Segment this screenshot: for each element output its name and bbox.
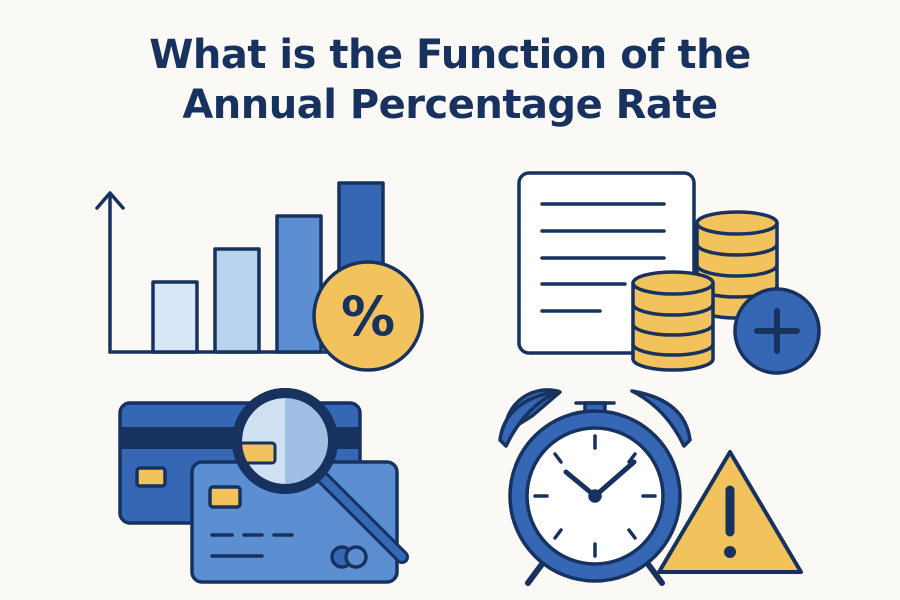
bar-chart-percent-icon: % (95, 181, 424, 372)
chart-bar-2 (213, 247, 261, 354)
document-coins-plus-icon (517, 171, 821, 375)
alarm-clock-warning-icon (498, 388, 803, 586)
magnifier-icon (232, 388, 409, 564)
plus-circle-icon (733, 287, 821, 375)
coin-stack-front-icon (631, 270, 715, 372)
chart-bar-3 (275, 214, 323, 354)
page-title: What is the Function of the Annual Perce… (0, 30, 900, 130)
warning-triangle-icon (657, 450, 803, 574)
alarm-clock-icon (498, 388, 692, 586)
credit-cards-magnifier-icon (118, 388, 409, 584)
title-line-1: What is the Function of the (149, 32, 751, 78)
percent-sign: % (341, 285, 395, 348)
percent-badge-icon: % (312, 260, 424, 372)
title-line-2: Annual Percentage Rate (182, 82, 718, 128)
chart-bar-1 (151, 280, 199, 354)
